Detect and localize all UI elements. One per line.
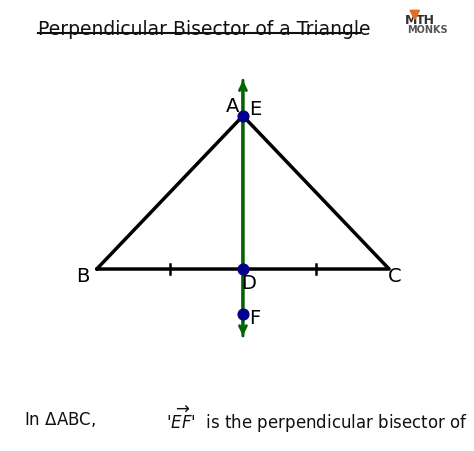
Text: A: A [226, 97, 239, 116]
Polygon shape [410, 11, 419, 20]
Text: TH: TH [416, 14, 435, 27]
Text: B: B [76, 267, 90, 286]
Text: F: F [249, 308, 261, 327]
Point [239, 113, 246, 120]
Text: C: C [388, 267, 401, 286]
Point [239, 311, 246, 318]
Text: MONKS: MONKS [407, 25, 447, 35]
Text: '$\overrightarrow{EF}$'  is the perpendicular bisector of  $\overline{BC}$: '$\overrightarrow{EF}$' is the perpendic… [166, 403, 474, 434]
Text: M: M [405, 14, 418, 27]
Text: E: E [249, 100, 261, 119]
Text: In $\Delta$ABC,: In $\Delta$ABC, [24, 409, 103, 428]
Point [239, 266, 246, 273]
Text: D: D [241, 274, 255, 293]
Text: Perpendicular Bisector of a Triangle: Perpendicular Bisector of a Triangle [38, 20, 370, 39]
